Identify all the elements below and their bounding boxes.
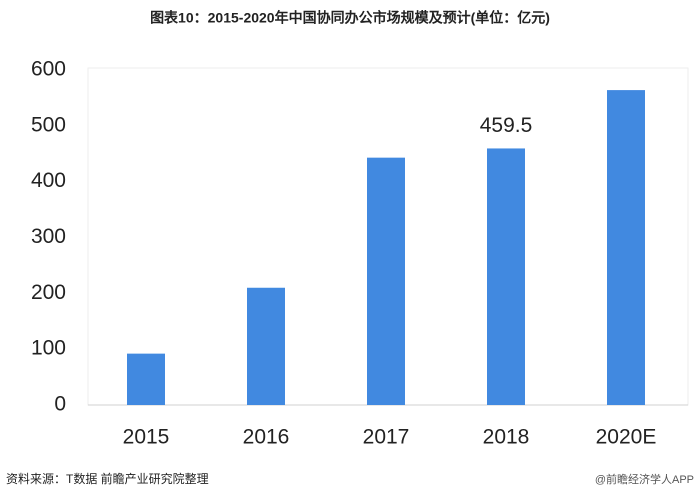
y-tick-label: 300 [31,225,66,248]
y-tick-label: 100 [31,337,66,360]
chart-title: 图表10：2015-2020年中国协同办公市场规模及预计(单位：亿元) [150,10,550,26]
brand: @前瞻经济学人APP [595,472,694,486]
value-label: 459.5 [480,114,533,137]
source: 资料来源：T数据 前瞻产业研究院整理 [6,471,209,486]
y-tick-label: 600 [31,58,66,81]
y-tick-label: 400 [31,169,66,192]
x-tick-label: 2017 [363,426,410,449]
x-tick-label: 2016 [243,426,290,449]
x-tick-label: 2018 [483,426,530,449]
bar [487,148,525,405]
bar [367,157,405,405]
y-tick-label: 500 [31,113,66,136]
bar [247,287,285,405]
y-tick-label: 200 [31,281,66,304]
x-tick-label: 2020E [596,426,657,449]
y-tick-label: 0 [54,393,66,416]
bar [127,353,165,405]
bar [607,90,645,405]
x-tick-label: 2015 [123,426,170,449]
